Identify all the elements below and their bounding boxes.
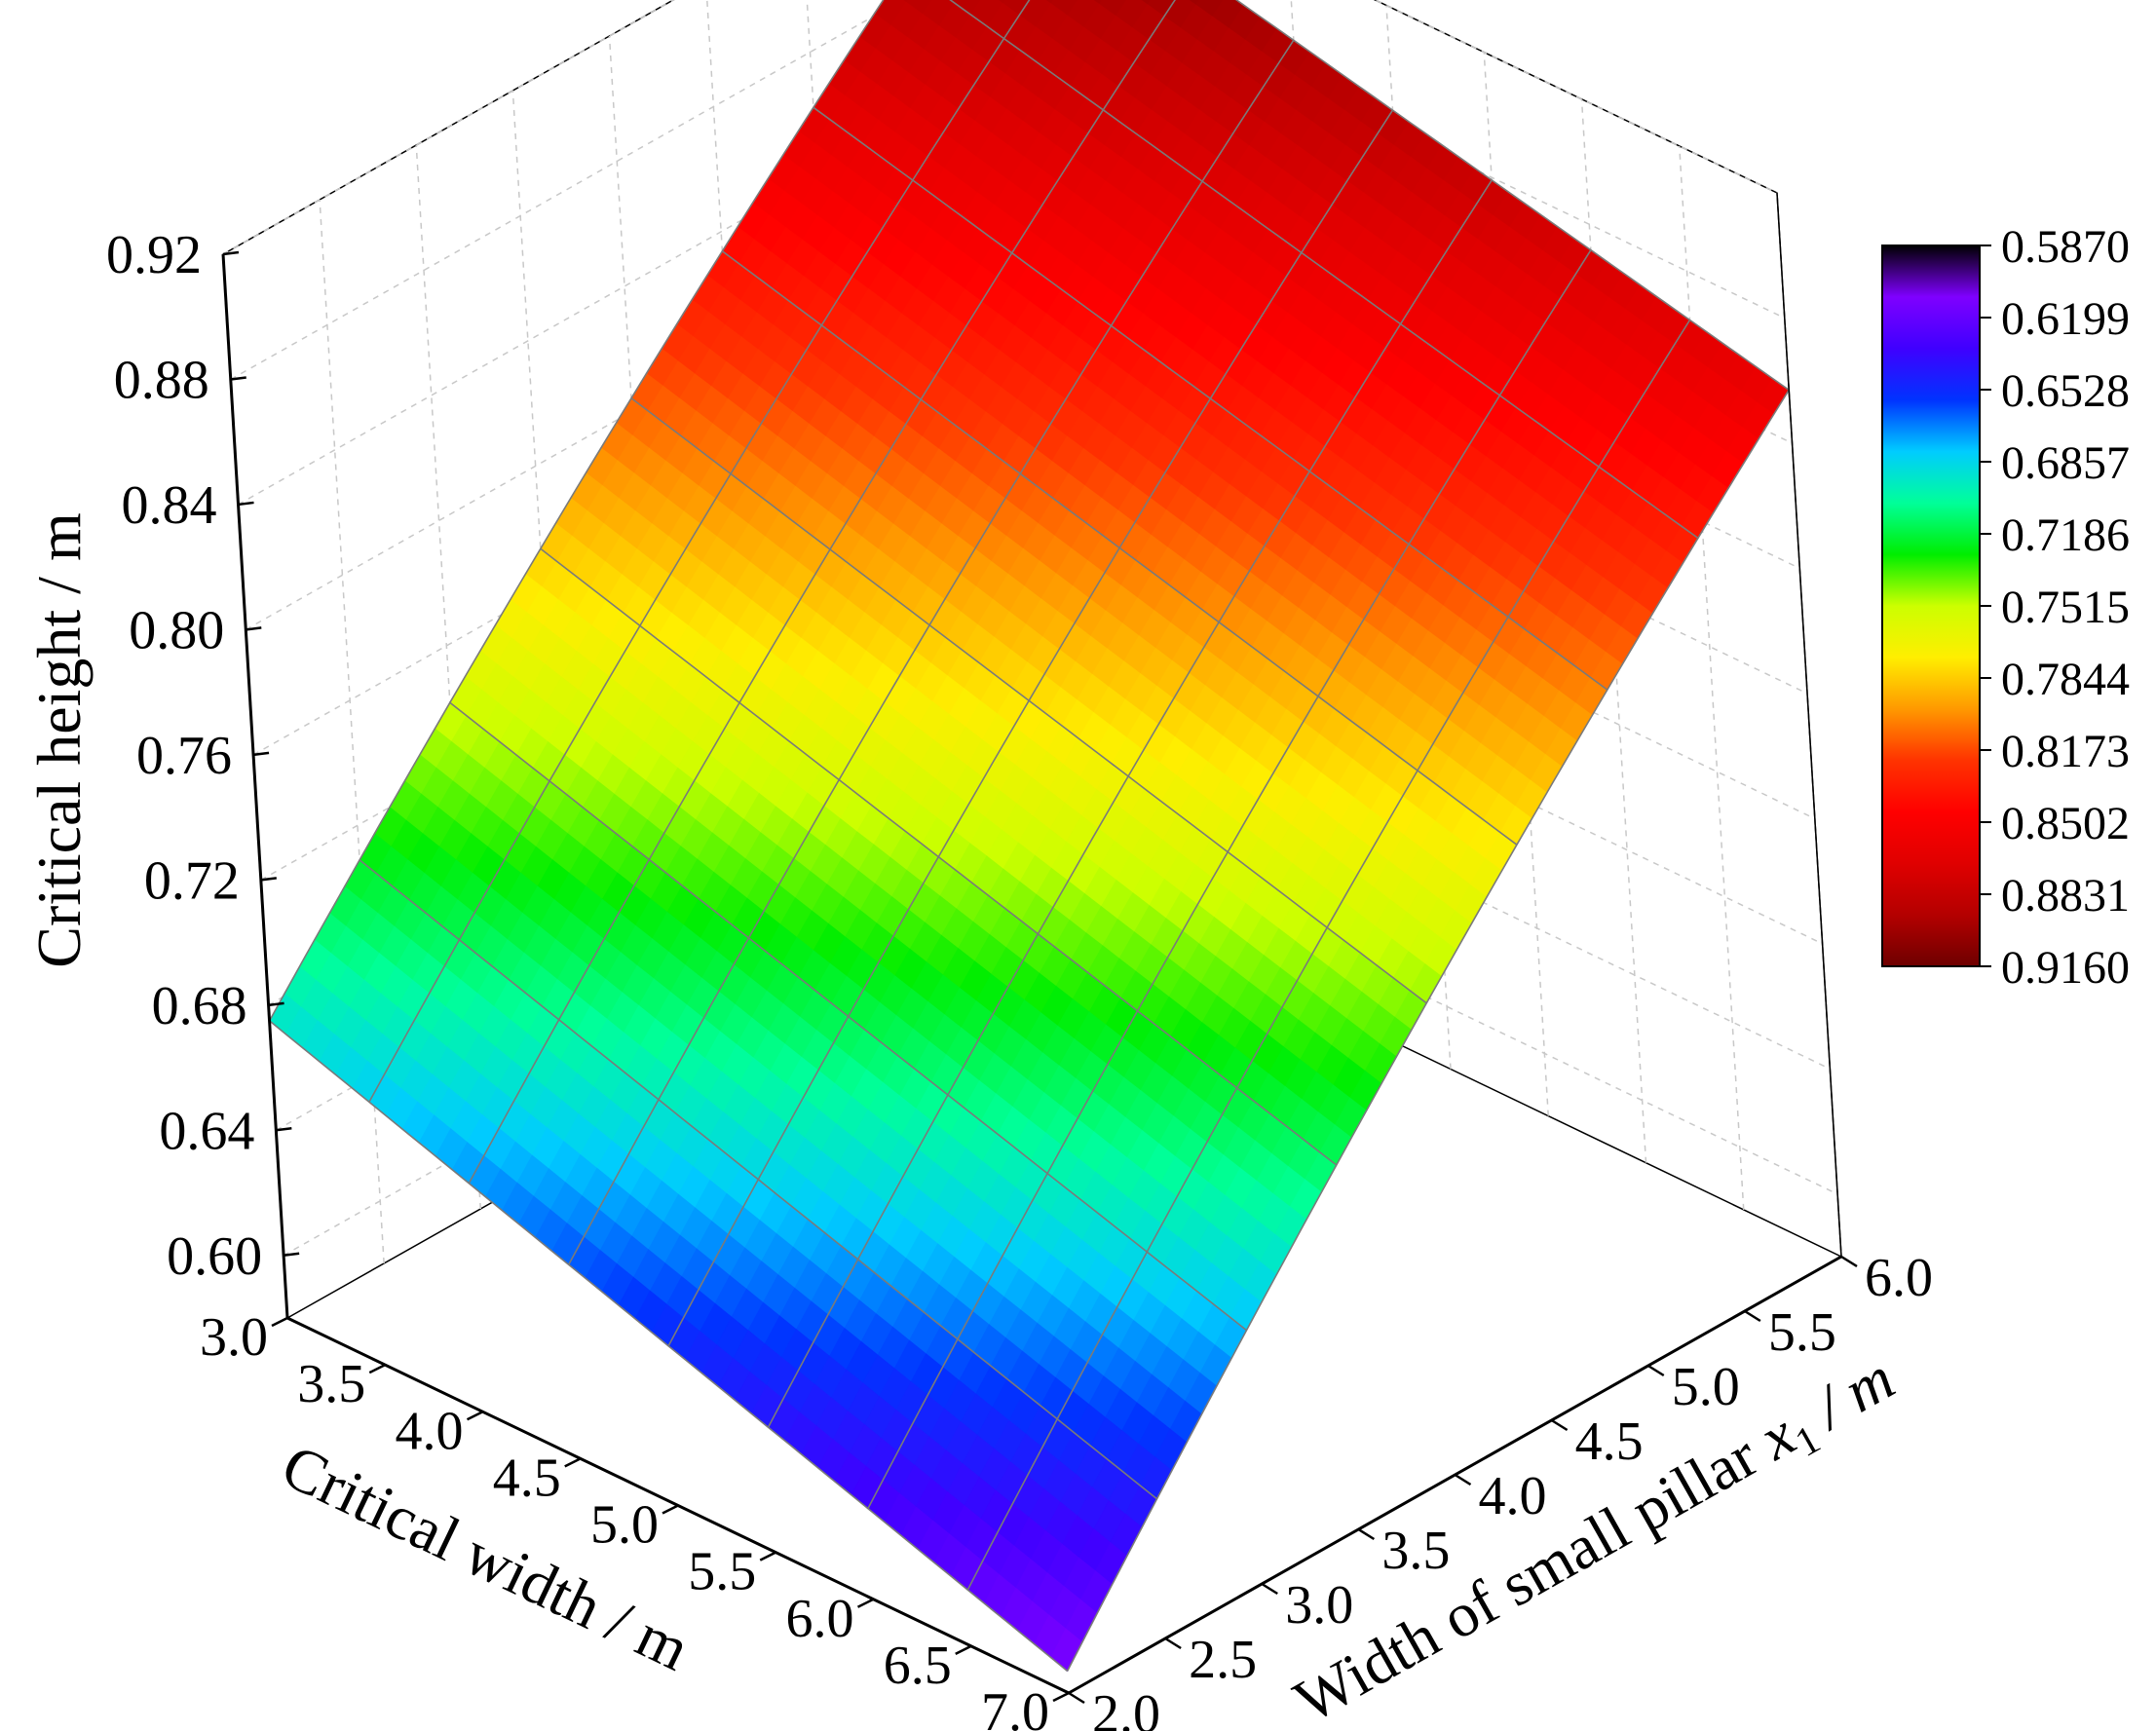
mesh-line-y <box>449 701 1247 1332</box>
y-tick-label: 2.5 <box>1189 1630 1257 1690</box>
y-axis-title-main: Width of small pillar <box>1283 1412 1782 1731</box>
z-tick-label: 0.80 <box>129 600 224 660</box>
z-tick <box>276 1127 292 1132</box>
z-tick <box>260 877 277 882</box>
colorbar-label: 0.6857 <box>2001 437 2130 489</box>
z-tick-label: 0.68 <box>152 976 247 1036</box>
y-tick <box>1744 1309 1761 1323</box>
x-tick <box>1052 1691 1070 1703</box>
z-tick-label: 0.60 <box>167 1226 262 1287</box>
colorbar-label: 0.8502 <box>2001 798 2130 849</box>
z-axis-title: Critical height / m <box>24 512 94 967</box>
z-tick <box>246 626 262 631</box>
z-tick <box>238 501 254 507</box>
y-tick-label: 5.0 <box>1672 1357 1740 1417</box>
x-tick <box>466 1411 484 1421</box>
z-tick-label: 0.72 <box>144 850 240 911</box>
x-axis-title: Critical width / m <box>272 1431 700 1684</box>
x-tick <box>856 1598 875 1608</box>
mesh-line-y <box>630 397 1427 1004</box>
y-tick-label: 5.5 <box>1768 1302 1836 1363</box>
y-tick <box>1454 1473 1472 1486</box>
z-tick-label: 0.76 <box>136 726 232 786</box>
mesh-line-y <box>813 106 1608 691</box>
mesh-line-y <box>540 547 1338 1166</box>
colorbar-label: 0.8173 <box>2001 726 2130 777</box>
colorbar-label: 0.5870 <box>2001 221 2130 273</box>
y-tick <box>1068 1691 1085 1705</box>
x-tick-label: 4.0 <box>396 1401 464 1461</box>
axes: 0.60 0.64 0.68 0.72 0.76 0.80 0.84 0.88 0.92 3.0 3… <box>106 192 1933 1731</box>
x-tick-label: 5.0 <box>590 1495 659 1556</box>
x-tick <box>564 1457 582 1468</box>
colorbar-gradient <box>1881 245 1981 967</box>
y-tick-label: 2.0 <box>1092 1684 1160 1731</box>
x-tick-label: 4.5 <box>493 1448 561 1508</box>
y-tick <box>1550 1418 1569 1432</box>
colorbar-label: 0.6528 <box>2001 365 2130 417</box>
x-tick-label: 3.5 <box>297 1354 365 1414</box>
z-tick <box>283 1252 300 1258</box>
colorbar: 0.5870 0.6199 0.6528 0.6857 0.7186 0.7515 0.78… <box>1881 221 2130 994</box>
x-tick-label: 3.0 <box>200 1307 268 1368</box>
y-tick-label: 4.0 <box>1479 1466 1547 1526</box>
z-tick-label: 0.92 <box>106 225 202 285</box>
y-tick <box>1840 1255 1858 1268</box>
x-tick <box>662 1504 679 1515</box>
wall-gridline-x <box>1580 98 1647 1163</box>
mesh-line-y <box>359 859 1157 1500</box>
z-tick <box>268 1001 284 1007</box>
right-vertical-edge <box>1776 192 1842 1258</box>
colorbar-label: 0.8831 <box>2001 870 2130 922</box>
x-tick <box>368 1364 386 1374</box>
mesh-line-y <box>269 1020 1069 1673</box>
z-tick <box>252 751 270 757</box>
x-tick-label: 6.5 <box>884 1636 952 1696</box>
z-tick-label: 0.84 <box>122 475 217 536</box>
mesh-line-y <box>1234 0 1790 391</box>
z-tick-label: 0.64 <box>159 1101 254 1161</box>
z-tick <box>230 376 246 381</box>
wall-gridline-x <box>1483 52 1549 1116</box>
z-axis-line <box>221 253 289 1319</box>
wall-gridline-x <box>1679 145 1745 1210</box>
y-tick-label: 3.5 <box>1381 1521 1450 1581</box>
colorbar-label: 0.7844 <box>2001 654 2130 705</box>
mesh-line-y <box>721 250 1518 846</box>
x-tick-label: 5.5 <box>688 1542 756 1602</box>
y-tick <box>1647 1364 1665 1377</box>
y-tick <box>1164 1637 1182 1650</box>
y-tick-label: 3.0 <box>1285 1575 1353 1636</box>
x-tick-label: 6.0 <box>786 1589 854 1649</box>
colorbar-label: 0.7186 <box>2001 509 2130 561</box>
x-tick-label: 7.0 <box>981 1682 1049 1731</box>
wall-gridline-z <box>230 0 1786 381</box>
x-tick <box>955 1644 972 1655</box>
z-tick-label: 0.88 <box>114 350 209 410</box>
wall-gridline-z <box>222 0 1778 255</box>
y-tick <box>1261 1582 1278 1596</box>
x-tick <box>759 1551 776 1562</box>
x-tick <box>271 1316 288 1328</box>
y-tick-label: 4.5 <box>1575 1411 1644 1472</box>
colorbar-label: 0.7515 <box>2001 582 2130 633</box>
surface-mesh <box>268 0 1790 1673</box>
colorbar-label: 0.6199 <box>2001 293 2130 345</box>
colorbar-label: 0.9160 <box>2001 942 2130 994</box>
y-tick-label: 6.0 <box>1865 1248 1933 1308</box>
mesh-line-y <box>949 0 1699 540</box>
z-tick <box>222 250 240 256</box>
y-tick <box>1357 1527 1376 1541</box>
y-axis-title: Width of small pillar x1 / m <box>1283 1343 1910 1731</box>
